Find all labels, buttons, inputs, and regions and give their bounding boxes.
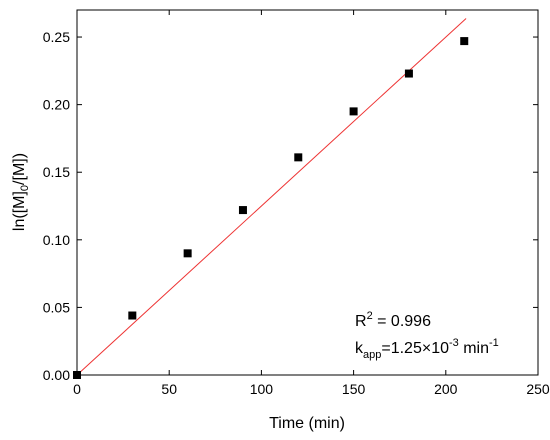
data-point: [404, 69, 413, 78]
data-point: [183, 249, 192, 258]
x-axis-title: Time (min): [269, 415, 345, 432]
data-point: [73, 371, 81, 379]
y-axis: 0.00 0.05 0.10 0.15 0.20 0.25: [43, 29, 538, 383]
y-tick-label: 0.25: [43, 29, 70, 45]
x-tick-label: 150: [342, 381, 366, 397]
data-point: [349, 107, 358, 116]
data-point: [294, 153, 303, 162]
data-point: [238, 206, 247, 215]
rate-constant-annotation: kapp=1.25×10-3 min-1: [355, 337, 499, 361]
x-tick-label: 100: [250, 381, 274, 397]
data-points: [73, 37, 469, 379]
x-tick-label: 0: [73, 381, 81, 397]
x-tick-label: 200: [434, 381, 458, 397]
y-tick-label: 0.05: [43, 299, 70, 315]
x-tick-label: 250: [526, 381, 550, 397]
y-tick-label: 0.20: [43, 97, 70, 113]
data-point: [128, 311, 137, 320]
fit-line: [76, 18, 467, 376]
y-tick-label: 0.00: [43, 367, 70, 383]
plot-frame: [76, 9, 539, 376]
data-point: [460, 37, 469, 46]
x-tick-label: 50: [161, 381, 177, 397]
r-squared-annotation: R2 = 0.996: [355, 310, 431, 330]
y-tick-label: 0.10: [43, 232, 70, 248]
x-axis: 0 50 100 150 200 250: [73, 10, 550, 397]
y-axis-title: ln([M]0/[M]): [11, 153, 31, 231]
y-tick-label: 0.15: [43, 164, 70, 180]
